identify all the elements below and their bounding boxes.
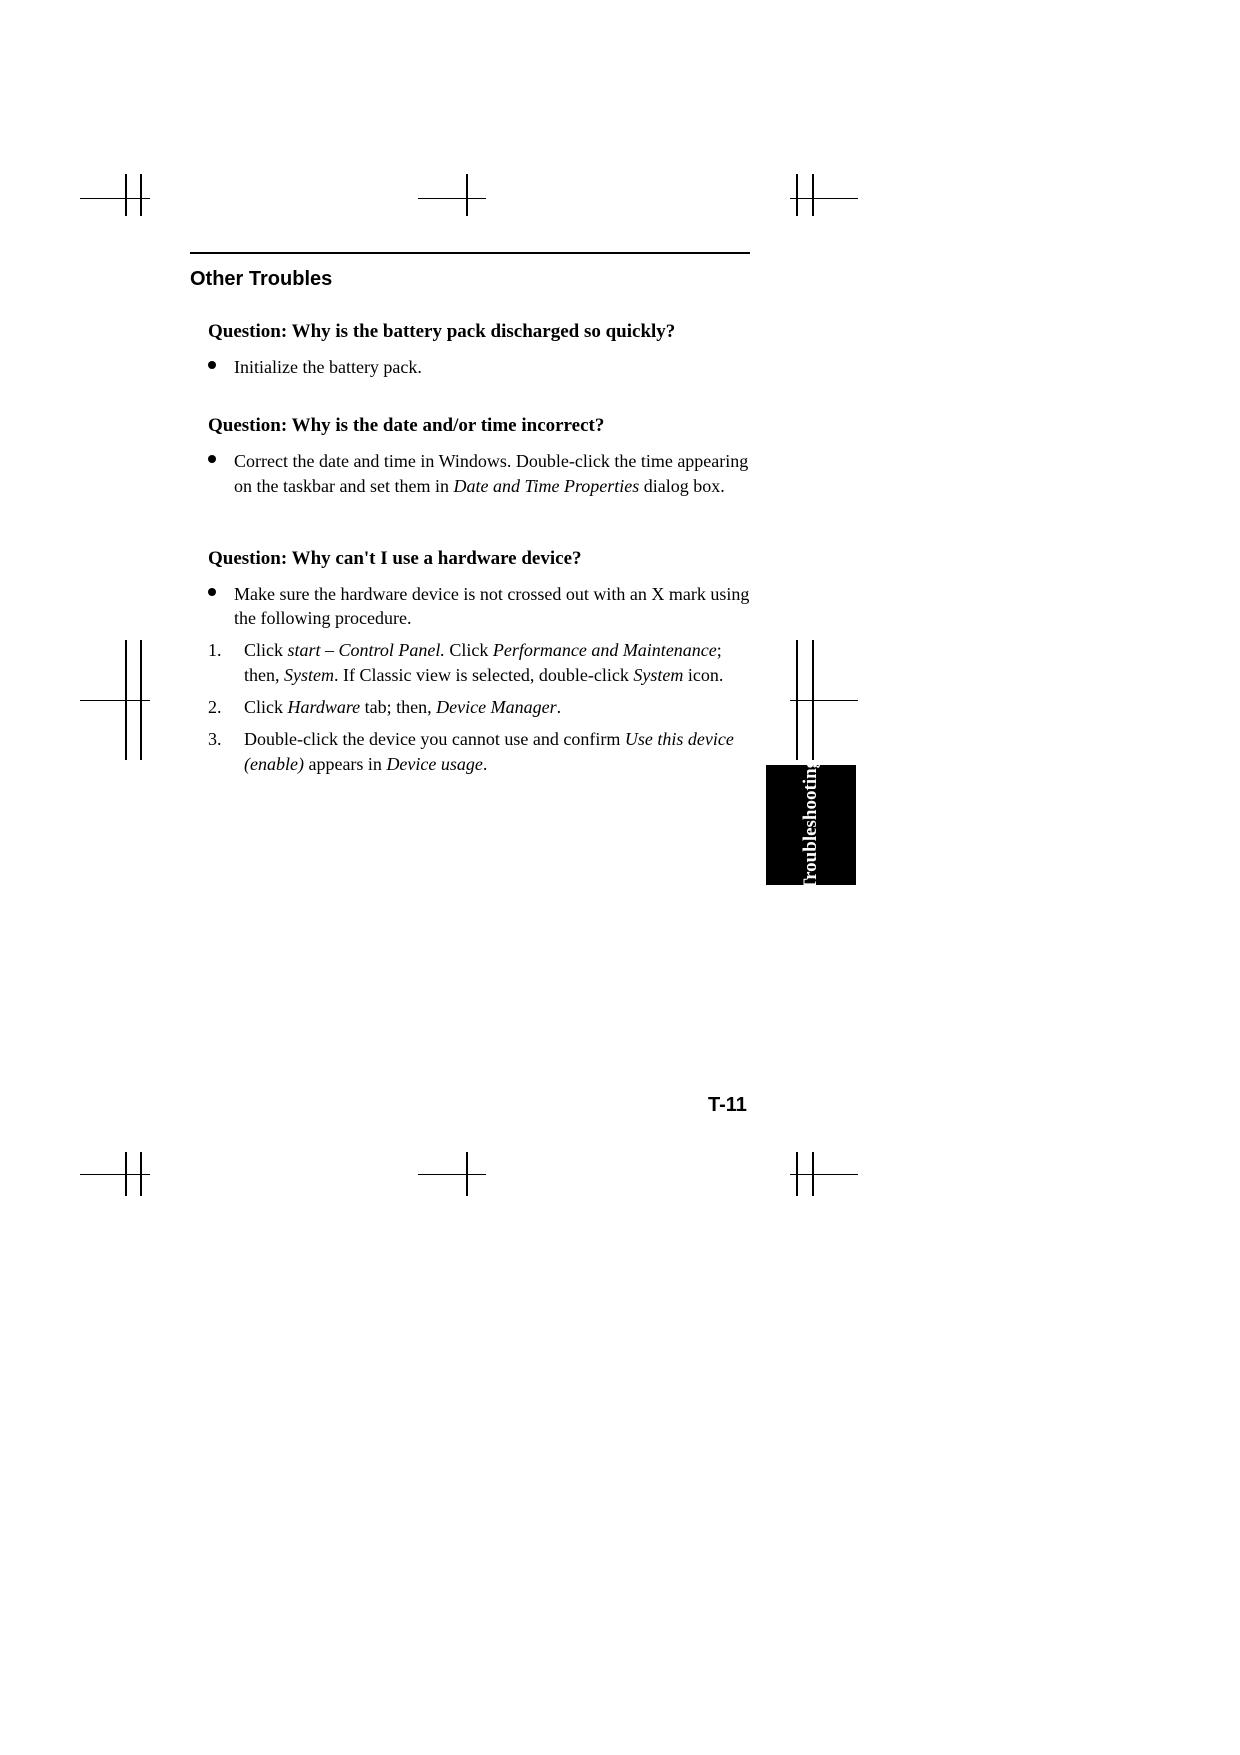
italic-text: Date and Time Properties (453, 476, 639, 496)
text-run: icon. (683, 665, 723, 685)
text-run: Click (244, 640, 288, 660)
bullet-icon (208, 588, 216, 596)
page-number: T-11 (708, 1094, 747, 1117)
crop-mark (812, 640, 814, 760)
question-heading: Question: Why is the date and/or time in… (208, 415, 750, 437)
italic-text: Hardware (288, 697, 361, 717)
text-run: dialog box. (639, 476, 725, 496)
document-page: Other Troubles Question: Why is the batt… (0, 0, 1240, 1755)
bullet-icon (208, 361, 216, 369)
crop-mark (796, 640, 798, 760)
crop-mark (125, 640, 127, 760)
text-run: appears in (304, 754, 386, 774)
bullet-item: Initialize the battery pack. (208, 355, 750, 379)
bullet-text: Make sure the hardware device is not cro… (234, 582, 750, 631)
bullet-text: Correct the date and time in Windows. Do… (234, 449, 750, 498)
text-run: . (557, 697, 562, 717)
text-run: tab; then, (360, 697, 436, 717)
crop-mark (140, 640, 142, 760)
numbered-step: 1. Click start – Control Panel. Click Pe… (208, 638, 750, 687)
bullet-icon (208, 455, 216, 463)
italic-text: Device usage (386, 754, 482, 774)
step-number: 1. (208, 638, 234, 662)
crop-mark (796, 174, 798, 216)
horizontal-rule (190, 252, 750, 254)
crop-mark (790, 700, 858, 701)
italic-text: System (284, 665, 334, 685)
crop-mark (796, 1152, 798, 1196)
crop-mark (140, 174, 142, 216)
text-run: Double-click the device you cannot use a… (244, 729, 625, 749)
crop-mark (418, 198, 486, 199)
side-tab-label: Troubleshooting (800, 759, 822, 891)
crop-mark (125, 1152, 127, 1196)
numbered-step: 2. Click Hardware tab; then, Device Mana… (208, 695, 750, 719)
crop-mark (790, 1174, 858, 1175)
crop-mark (140, 1152, 142, 1196)
question-heading: Question: Why can't I use a hardware dev… (208, 548, 750, 570)
content-column: Other Troubles Question: Why is the batt… (190, 252, 750, 784)
bullet-item: Correct the date and time in Windows. Do… (208, 449, 750, 498)
numbered-step: 3. Double-click the device you cannot us… (208, 727, 750, 776)
section-side-tab: Troubleshooting (766, 765, 856, 885)
bullet-item: Make sure the hardware device is not cro… (208, 582, 750, 631)
crop-mark (812, 174, 814, 216)
crop-mark (812, 1152, 814, 1196)
italic-text: Device Manager (436, 697, 556, 717)
step-text: Click Hardware tab; then, Device Manager… (244, 695, 750, 719)
text-run: Click (445, 640, 493, 660)
step-number: 3. (208, 727, 234, 751)
crop-mark (466, 174, 468, 216)
question-heading: Question: Why is the battery pack discha… (208, 321, 750, 343)
step-number: 2. (208, 695, 234, 719)
step-text: Double-click the device you cannot use a… (244, 727, 750, 776)
italic-text: System (633, 665, 683, 685)
step-text: Click start – Control Panel. Click Perfo… (244, 638, 750, 687)
section-title: Other Troubles (190, 268, 750, 291)
text-run: . (483, 754, 488, 774)
bullet-text: Initialize the battery pack. (234, 355, 750, 379)
italic-text: start – Control Panel. (288, 640, 445, 660)
crop-mark (466, 1152, 468, 1196)
text-run: Click (244, 697, 288, 717)
crop-mark (125, 174, 127, 216)
crop-mark (418, 1174, 486, 1175)
italic-text: Performance and Maintenance (493, 640, 717, 660)
text-run: . If Classic view is selected, double-cl… (334, 665, 633, 685)
crop-mark (790, 198, 858, 199)
